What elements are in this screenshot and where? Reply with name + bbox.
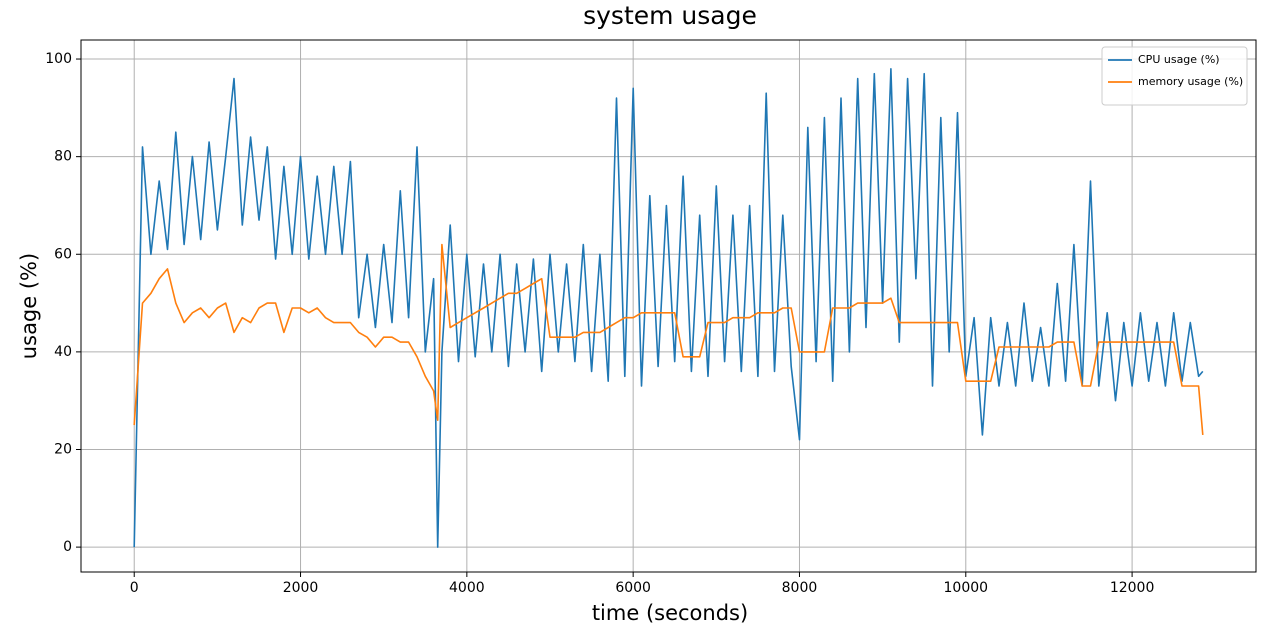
legend-label: memory usage (%): [1138, 75, 1243, 88]
x-tick-label: 12000: [1110, 580, 1155, 596]
y-tick-label: 0: [63, 539, 72, 555]
x-tick-label: 6000: [615, 580, 651, 596]
y-tick-label: 100: [45, 51, 72, 67]
legend-box: [1101, 46, 1248, 106]
y-tick-label: 80: [54, 149, 72, 165]
x-tick-label: 8000: [782, 580, 818, 596]
y-tick-label: 40: [54, 344, 72, 360]
x-tick-label: 2000: [283, 580, 319, 596]
data-line: [133, 243, 1204, 435]
legend-label: CPU usage (%): [1138, 53, 1220, 66]
y-tick-label: 20: [54, 441, 72, 457]
x-tick-label: 10000: [944, 580, 989, 596]
x-tick-label: 0: [130, 580, 139, 596]
chart-title: system usage: [583, 1, 757, 30]
x-tick-label: 4000: [449, 580, 485, 596]
y-axis-label: usage (%): [17, 253, 41, 359]
plot-frame: [80, 39, 1257, 573]
x-axis-label: time (seconds): [592, 601, 748, 625]
y-tick-label: 60: [54, 246, 72, 262]
data-line: [133, 68, 1204, 548]
